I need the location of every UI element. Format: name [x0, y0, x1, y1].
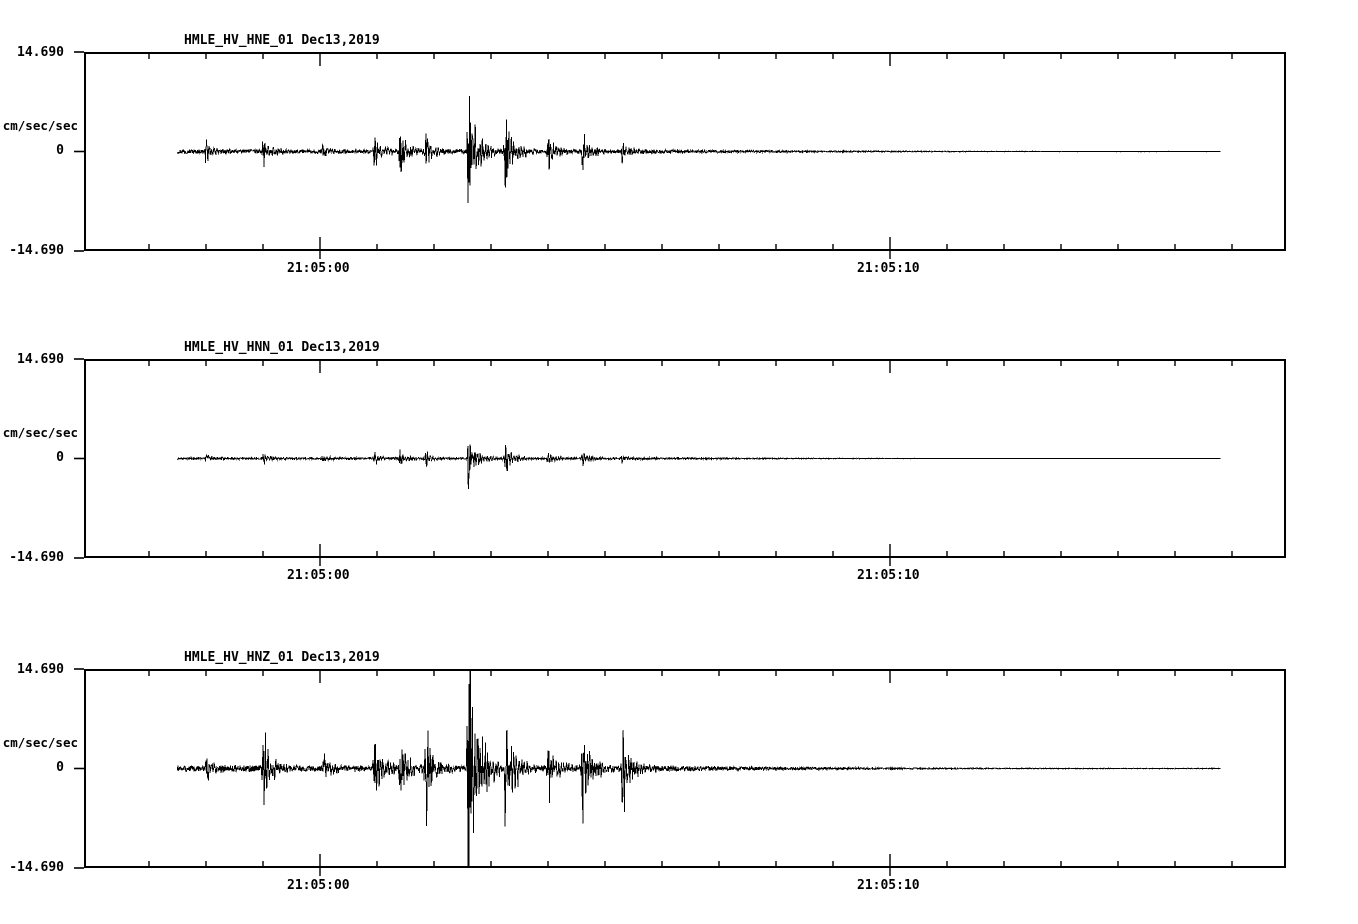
y-axis-min-label-hnn: -14.690: [9, 550, 64, 565]
x-tick-label-1-hnz: 21:05:00: [287, 878, 350, 893]
y-axis-min-label-hnz: -14.690: [9, 860, 64, 875]
x-tick-label-1-hnn: 21:05:00: [287, 568, 350, 583]
y-axis-zero-label-hnn: 0: [56, 450, 64, 465]
waveform-hnz: [74, 668, 1233, 876]
y-axis-zero-label-hnz: 0: [56, 760, 64, 775]
seismogram-panel-hnn: 14.690 cm/sec/sec 0 -14.690 HMLE_HV_HNN_…: [0, 307, 1358, 607]
trace-title-hne: HMLE_HV_HNE_01 Dec13,2019: [184, 33, 380, 48]
seismogram-panel-hne: 14.690 cm/sec/sec 0 -14.690 HMLE_HV_HNE_…: [0, 0, 1358, 300]
y-axis-zero-label-hne: 0: [56, 143, 64, 158]
x-tick-label-2-hnn: 21:05:10: [857, 568, 920, 583]
y-axis-max-label-hnz: 14.690: [17, 662, 64, 677]
trace-title-hnz: HMLE_HV_HNZ_01 Dec13,2019: [184, 650, 380, 665]
y-axis-units-label-hnz: cm/sec/sec: [2, 735, 78, 750]
x-tick-label-2-hne: 21:05:10: [857, 261, 920, 276]
trace-title-hnn: HMLE_HV_HNN_01 Dec13,2019: [184, 340, 380, 355]
waveform-hne: [74, 51, 1233, 259]
y-axis-units-label-hnn: cm/sec/sec: [2, 425, 78, 440]
y-axis-units-label-hne: cm/sec/sec: [2, 118, 78, 133]
x-tick-label-2-hnz: 21:05:10: [857, 878, 920, 893]
y-axis-min-label-hne: -14.690: [9, 243, 64, 258]
y-axis-max-label-hne: 14.690: [17, 45, 64, 60]
x-tick-label-1-hne: 21:05:00: [287, 261, 350, 276]
y-axis-max-label-hnn: 14.690: [17, 352, 64, 367]
seismogram-panel-hnz: 14.690 cm/sec/sec 0 -14.690 HMLE_HV_HNZ_…: [0, 617, 1358, 917]
waveform-hnn: [74, 358, 1233, 566]
